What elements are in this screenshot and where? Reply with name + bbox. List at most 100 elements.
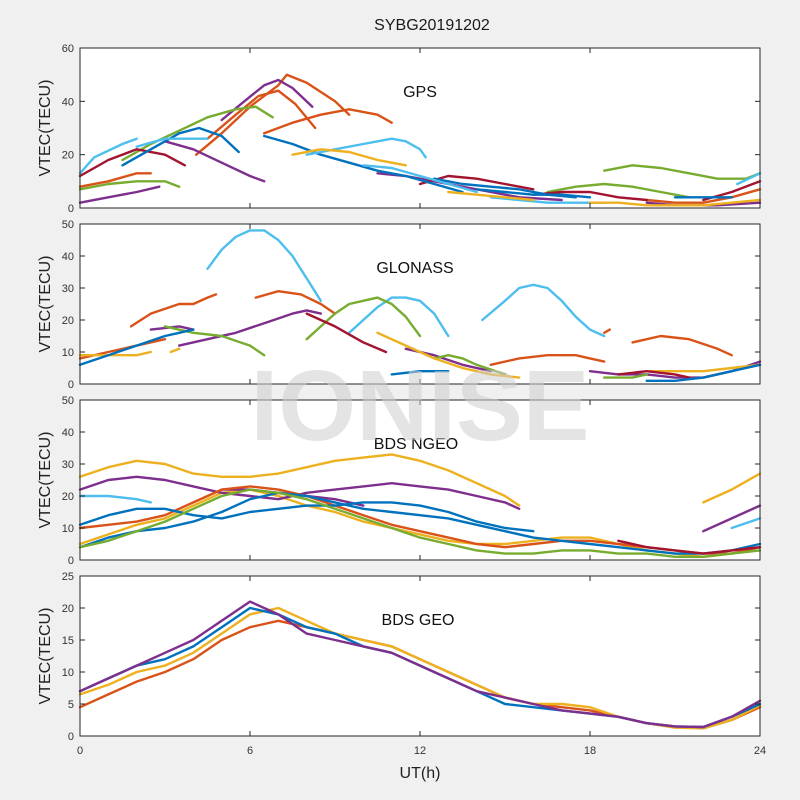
series-line-21	[305, 312, 388, 354]
y-tick-label: 40	[62, 427, 74, 439]
series-line-19	[376, 331, 521, 379]
x-tick-label: 6	[247, 745, 253, 757]
series-line-14	[78, 148, 186, 178]
panel-label: BDS NGEO	[374, 436, 458, 453]
y-tick-label: 20	[62, 603, 74, 615]
series-line-11	[78, 180, 181, 191]
x-tick-label: 18	[584, 745, 596, 757]
y-axis-label: VTEC(TECU)	[37, 256, 54, 353]
series-line-5	[220, 78, 314, 122]
panel-label: BDS GEO	[382, 612, 455, 629]
y-tick-label: 10	[62, 523, 74, 535]
y-tick-label: 40	[62, 251, 74, 263]
x-axis-label: UT(h)	[400, 765, 441, 782]
series-line-28	[736, 172, 762, 186]
series-line-1	[348, 296, 450, 338]
series-line-8	[78, 491, 762, 555]
series-line-2	[263, 108, 393, 135]
series-line-23	[78, 137, 138, 175]
watermark-text: IONISE	[251, 350, 590, 462]
y-tick-label: 0	[68, 731, 74, 743]
x-tick-label: 0	[77, 745, 83, 757]
series-line-5	[489, 354, 606, 366]
series-line-0	[195, 73, 351, 156]
series-line-10	[178, 309, 322, 347]
y-tick-label: 50	[62, 219, 74, 231]
series-line-6	[631, 334, 733, 357]
series-line-17	[78, 350, 152, 357]
y-tick-label: 20	[62, 315, 74, 327]
y-tick-label: 50	[62, 395, 74, 407]
series-line-15	[433, 354, 507, 376]
series-line-30	[447, 190, 535, 202]
panel-0: 0 20 40 60 VTEC(TECU) GPS	[37, 43, 762, 215]
y-tick-label: 60	[62, 43, 74, 55]
series-line-6	[163, 140, 266, 183]
x-tick-label: 12	[414, 745, 426, 757]
series-line-25	[305, 137, 427, 159]
y-axis-label: VTEC(TECU)	[37, 608, 54, 705]
series-line-12	[546, 182, 691, 199]
y-tick-label: 20	[62, 150, 74, 162]
series-line-19	[263, 134, 464, 194]
y-tick-label: 10	[62, 667, 74, 679]
series-line-9	[149, 325, 195, 331]
series-line-22	[617, 370, 691, 379]
series-line-0	[206, 229, 322, 302]
series-line-7	[78, 501, 535, 533]
series-line-12	[617, 539, 762, 555]
series-line-20	[645, 363, 762, 373]
y-tick-label: 20	[62, 491, 74, 503]
series-line-16	[603, 373, 648, 379]
y-tick-label: 5	[68, 699, 74, 711]
series-line-5	[702, 504, 762, 533]
panel-label: GLONASS	[376, 260, 453, 277]
series-line-18	[169, 347, 181, 354]
series-line-24	[390, 370, 450, 376]
series-line-4	[254, 290, 337, 315]
x-tick-label: 24	[754, 745, 766, 757]
series-line-27	[489, 196, 606, 204]
y-tick-label: 0	[68, 379, 74, 391]
series-line-3	[78, 475, 521, 510]
series-line-2	[481, 283, 606, 338]
series-line-23	[78, 328, 195, 366]
series-line-18	[121, 126, 240, 167]
panel-3: 0 5 10 15 20 25 0 6 12 18 24 VTEC(TECU) BDS GEO UT(h)	[37, 571, 766, 782]
y-axis-label: VTEC(TECU)	[37, 432, 54, 529]
series-line-29	[291, 148, 407, 167]
series-line-0	[78, 453, 521, 507]
series-line-8	[603, 328, 611, 334]
series-line-9	[78, 488, 762, 558]
series-line-21	[475, 188, 592, 199]
series-line-25	[645, 363, 762, 382]
series-line-13	[603, 164, 762, 180]
y-axis-label: VTEC(TECU)	[37, 80, 54, 177]
series-line-4	[645, 188, 762, 204]
series-line-2	[702, 472, 762, 504]
series-line-24	[135, 137, 209, 148]
series-line-31	[588, 198, 762, 207]
y-tick-label: 15	[62, 635, 74, 647]
series-line-3	[78, 600, 762, 729]
y-tick-label: 0	[68, 555, 74, 567]
series-line-3	[78, 172, 152, 188]
y-tick-label: 30	[62, 459, 74, 471]
series-line-16	[532, 190, 648, 202]
panel-2: 0 10 20 30 40 50 VTEC(TECU) BDS NGEO	[37, 395, 762, 567]
panel-label: GPS	[403, 84, 437, 101]
y-tick-label: 30	[62, 283, 74, 295]
y-tick-label: 40	[62, 96, 74, 108]
series-line-1	[206, 89, 317, 140]
y-tick-label: 25	[62, 571, 74, 583]
y-tick-label: 10	[62, 347, 74, 359]
plot-area	[80, 48, 760, 208]
y-tick-label: 0	[68, 203, 74, 215]
series-line-7	[78, 185, 161, 204]
series-line-26	[362, 164, 478, 194]
figure-title: SYBG20191202	[374, 17, 490, 34]
series-line-10	[78, 494, 152, 504]
panel-1: 0 10 20 30 40 50 VTEC(TECU) GLONASS	[37, 219, 762, 391]
